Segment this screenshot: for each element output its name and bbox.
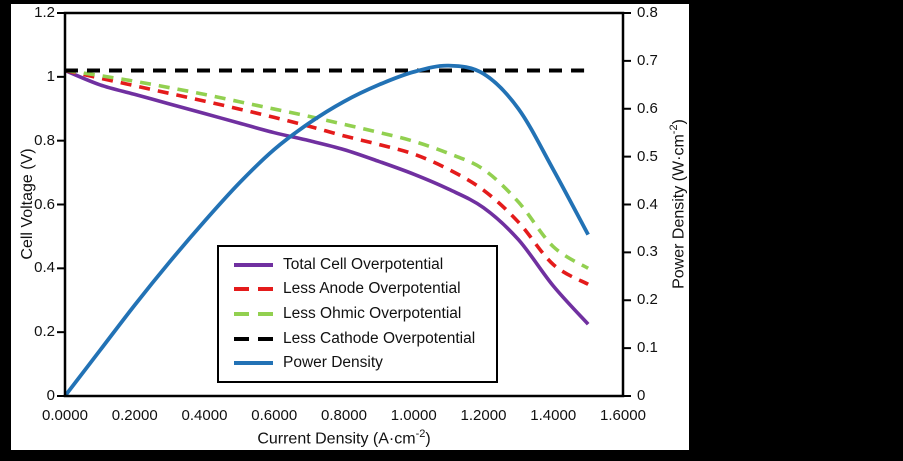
- legend-swatch-dashed-line: [234, 311, 273, 316]
- legend-box: Total Cell Overpotential Less Anode Overp…: [217, 245, 498, 383]
- y-right-tick-label: 0: [637, 387, 646, 404]
- y-axis-title-right-text: Power Density (W·cm: [670, 134, 688, 289]
- y-right-tick-label: 0.8: [637, 4, 658, 21]
- series-total-cell-overpotential: [64, 68, 590, 326]
- x-tick-label: 0.0000: [42, 407, 88, 424]
- y-right-tick-label: 0.2: [637, 291, 658, 309]
- legend-item-total-cell-overpotential: Total Cell Overpotential: [219, 256, 496, 274]
- x-tick-label: 1.4000: [530, 407, 577, 424]
- y-left-tick-label: 0: [46, 387, 55, 404]
- legend-swatch-dashed-line: [234, 287, 273, 292]
- legend-item-less-cathode-overpotential: Less Cathode Overpotential: [219, 330, 496, 348]
- legend-item-less-ohmic-overpotential: Less Ohmic Overpotential: [219, 305, 496, 323]
- y-right-tick-label: 0.7: [637, 51, 658, 69]
- legend-item-less-anode-overpotential: Less Anode Overpotential: [219, 280, 496, 298]
- legend-label: Less Cathode Overpotential: [283, 329, 476, 347]
- x-tick-label: 0.8000: [321, 407, 367, 424]
- y-right-tick-label: 0.6: [637, 99, 658, 117]
- y-axis-title-right-sup: -2: [668, 124, 680, 135]
- legend-swatch-solid-line: [234, 361, 273, 366]
- y-axis-title-right-close: ): [670, 119, 688, 125]
- legend-swatch-dashed-line: [234, 336, 273, 341]
- y-right-tick-label: 0.4: [637, 195, 658, 213]
- x-axis-title-sup: -2: [415, 428, 426, 440]
- legend-item-power-density: Power Density: [219, 354, 496, 372]
- x-tick-label: 0.4000: [181, 407, 228, 424]
- legend-label: Power Density: [283, 354, 383, 372]
- series-less-anode-overpotential: [64, 68, 590, 286]
- legend-swatch-solid-line: [234, 262, 273, 267]
- x-axis-title: Current Density (A·cm-2): [184, 428, 504, 448]
- y-axis-title-right: Power Density (W·cm-2): [668, 39, 688, 369]
- plot-area: [57, 11, 631, 398]
- y-axis-title-left: Cell Voltage (V): [19, 148, 36, 260]
- y-left-tick-label: 0.6: [34, 195, 55, 213]
- series-power-density: [63, 63, 590, 398]
- y-left-tick-label: 0.8: [34, 131, 55, 149]
- y-left-tick-label: 0.4: [34, 259, 55, 277]
- x-tick-label: 0.6000: [251, 407, 298, 424]
- y-left-tick-label: 1: [46, 67, 55, 85]
- x-axis-title-text: Current Density (A·cm: [257, 430, 416, 448]
- legend-label: Less Anode Overpotential: [283, 280, 461, 298]
- x-tick-label: 1.0000: [390, 407, 437, 424]
- series-less-ohmic-overpotential: [64, 68, 590, 270]
- x-tick-label: 1.2000: [460, 407, 507, 424]
- x-axis-title-close: ): [425, 430, 431, 448]
- x-tick-label: 1.6000: [600, 407, 646, 424]
- legend-label: Less Ohmic Overpotential: [283, 304, 462, 322]
- y-right-tick-label: 0.3: [637, 243, 658, 261]
- y-left-tick-label: 0.2: [34, 323, 55, 341]
- legend-label: Total Cell Overpotential: [283, 255, 444, 273]
- chart-panel: 0 0.2 0.4 0.6 0.8 1 1.2 0 0.1 0.2 0.3 0.4 0.5 0.6 0.7…: [11, 4, 689, 450]
- y-right-tick-label: 0.1: [637, 339, 658, 357]
- y-left-tick-label: 1.2: [34, 4, 55, 21]
- x-tick-label: 0.2000: [111, 407, 158, 424]
- y-right-tick-label: 0.5: [637, 147, 658, 165]
